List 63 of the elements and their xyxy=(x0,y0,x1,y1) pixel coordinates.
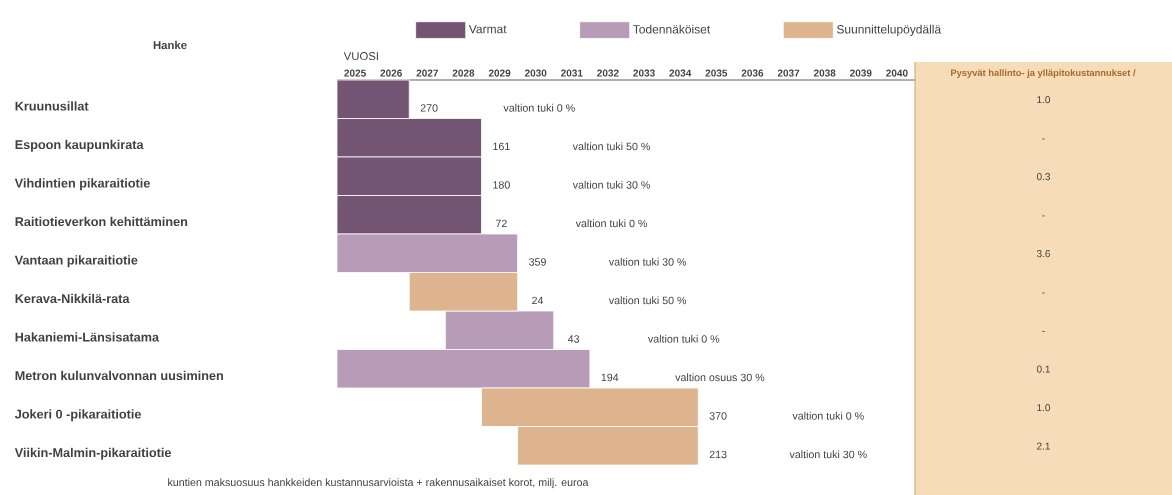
text: 0.1 xyxy=(1036,365,1050,373)
annotation: 43 xyxy=(567,335,580,343)
annotation: 270 xyxy=(420,104,438,112)
text: 1.0 xyxy=(1037,96,1051,104)
x-axis-title: VUOSI xyxy=(343,52,378,61)
x-tick-label: 2035 xyxy=(705,69,728,77)
y-tick-label: Kruunusillat xyxy=(15,101,89,111)
x-tick-label: 2038 xyxy=(813,69,836,77)
y-tick-label: Hakaniemi-Länsisatama xyxy=(15,332,160,342)
legend-label: Todennäköiset xyxy=(633,24,711,34)
y-tick-label: Vantaan pikaraitiotie xyxy=(14,255,138,268)
x-tick-label: 2027 xyxy=(416,69,438,77)
x-tick-label: 2039 xyxy=(850,69,872,77)
x-tick-label: 2030 xyxy=(524,69,547,77)
x-tick-label: 2034 xyxy=(669,69,692,77)
annotation: valtion tuki 50 % xyxy=(608,296,687,305)
y-tick-label: Espoon kaupunkirata xyxy=(15,139,144,152)
x-tick-label: 2026 xyxy=(380,69,402,77)
annotation: valtion tuki 0 % xyxy=(647,334,720,343)
y-tick-label: Jokeri 0 -pikaraitiotie xyxy=(14,409,141,422)
annotation: valtion tuki 0 % xyxy=(503,103,575,112)
text: kuntien maksuosuus hankkeiden kustannusarvioista + rakennusaikaiset korot, milj. euroa xyxy=(168,478,589,489)
text: Pysyvät hallinto- ja ylläpitokustannukset / xyxy=(951,69,1136,78)
y-tick-label: Vihdintien pikaraitiotie xyxy=(14,178,150,191)
annotation: valtion tuki 30 % xyxy=(572,180,650,189)
y-tick-label: Kerava-Nikkilä-rata xyxy=(15,293,130,304)
y-axis-title: Hanke xyxy=(153,40,187,50)
annotation: 72 xyxy=(495,219,507,228)
annotation: valtion tuki 0 % xyxy=(792,411,864,420)
text: 1.0 xyxy=(1037,404,1051,412)
annotation: 24 xyxy=(532,296,544,305)
annotation: 370 xyxy=(709,412,727,420)
text: 3.6 xyxy=(1036,250,1051,258)
annotation: valtion tuki 30 % xyxy=(608,257,687,266)
x-tick-label: 2025 xyxy=(344,69,366,77)
x-tick-label: 2029 xyxy=(488,69,511,77)
annotation: valtion tuki 30 % xyxy=(789,450,867,459)
annotation: 161 xyxy=(493,142,510,151)
annotation: valtion tuki 0 % xyxy=(575,219,648,228)
x-tick-label: 2033 xyxy=(633,69,655,77)
text: - xyxy=(1042,292,1045,294)
annotation: 194 xyxy=(601,373,619,382)
text: - xyxy=(1042,138,1045,140)
y-tick-label: Raitiotieverkon kehittäminen xyxy=(15,216,188,227)
x-tick-label: 2037 xyxy=(777,69,800,77)
y-tick-label: Viikin-Malmin-pikaraitiotie xyxy=(14,447,172,460)
text: - xyxy=(1042,215,1045,217)
x-tick-label: 2036 xyxy=(741,69,764,77)
text: 2.1 xyxy=(1037,442,1050,450)
text: 0.3 xyxy=(1036,173,1051,181)
x-tick-label: 2031 xyxy=(561,69,583,77)
text: - xyxy=(1042,331,1045,332)
x-tick-label: 2028 xyxy=(452,69,475,77)
annotation: valtion tuki 50 % xyxy=(572,142,650,151)
annotation: valtion osuus 30 % xyxy=(675,373,765,382)
y-tick-label: Metron kulunvalvonnan uusiminen xyxy=(15,370,223,381)
annotation: 213 xyxy=(709,450,727,459)
x-tick-label: 2032 xyxy=(597,69,619,77)
legend-label: Suunnittelupöydällä xyxy=(836,24,942,36)
x-tick-label: 2040 xyxy=(886,69,908,77)
annotation: 359 xyxy=(529,258,546,266)
annotation: 180 xyxy=(493,181,510,189)
legend-label: Varmat xyxy=(468,24,507,34)
